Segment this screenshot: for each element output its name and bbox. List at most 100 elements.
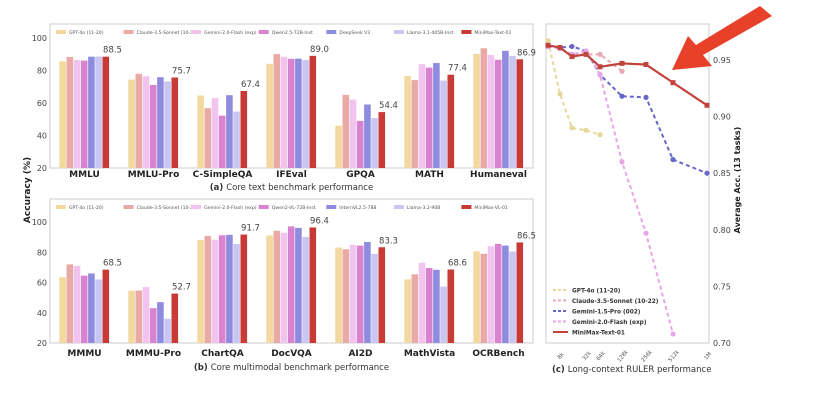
caption-tag: (c) <box>552 365 568 375</box>
x-tick-label: 64k <box>596 350 608 362</box>
panel-a-text-benchmarks: 20 40 60 80 100 88.5 MMLU 75.7 MMLU-Pro 67.4 C-Sim… <box>32 23 536 193</box>
x-tick-label: MathVista <box>404 349 455 359</box>
legend-label: DeepSeek V3 <box>339 30 370 36</box>
legend-swatch <box>393 30 404 34</box>
legend-swatch <box>326 205 337 209</box>
legend-label: GPT-4o (11-20) <box>69 30 104 36</box>
data-point <box>545 42 551 48</box>
legend-label: Claude-3.5-Sonnet (10-22) <box>572 299 659 305</box>
y-tick-label: 100 <box>32 218 47 227</box>
y-tick-label: 0.70 <box>713 339 731 348</box>
data-point <box>643 62 649 68</box>
x-tick-label: MMLU <box>69 170 100 180</box>
bar-gpt-4o-11-20- <box>266 63 273 168</box>
bar-minimax-text-01 <box>240 90 248 168</box>
data-point <box>597 51 603 57</box>
bar-llama-3-2-90b <box>509 251 516 343</box>
bar-gemini-2-0-flash-exp- <box>73 265 81 343</box>
legend-swatch <box>393 205 404 209</box>
panel-b-multimodal-benchmarks: 20 40 60 80 100 68.5 MMMU 52.7 MMMU-Pro 91.7 Chart… <box>32 198 536 373</box>
legend-swatch <box>461 205 472 209</box>
bar-claude-3-5-sonnet-10-22- <box>66 264 74 343</box>
legend-label: InternVL2.5-78B <box>339 205 376 211</box>
bar-llama-3-2-90b <box>440 286 447 343</box>
y-tick-label: 80 <box>37 67 47 76</box>
bar-minimax-vl-01 <box>171 293 179 343</box>
data-label: 88.5 <box>103 46 122 56</box>
panel-caption: (b) Core multimodal benchmark performanc… <box>194 363 389 373</box>
legend-label: Qwen2-VL-72B-Inst <box>272 205 316 211</box>
bar-gpt-4o-11-20- <box>473 53 480 168</box>
bar-internvl2-5-78b <box>88 273 95 343</box>
bar-gpt-4o-11-20- <box>473 251 480 343</box>
bar-claude-3-5-sonnet-10-22- <box>66 57 74 169</box>
bar-minimax-text-01 <box>378 112 386 168</box>
bar-deepseek-v3 <box>157 77 164 168</box>
bar-gpt-4o-11-20- <box>197 239 204 343</box>
data-point <box>704 102 710 108</box>
caption-tag: (a) <box>210 183 226 193</box>
data-label: 86.5 <box>517 231 536 241</box>
data-label: 67.4 <box>241 80 260 90</box>
bar-qwen2-vl-72b-inst <box>218 235 226 343</box>
legend-swatch <box>461 30 472 34</box>
legend-label: Llama-3.1-405B-Inst <box>407 30 454 36</box>
bar-gemini-2-0-flash-exp- <box>418 64 426 168</box>
bar-claude-3-5-sonnet-10-22- <box>342 94 350 168</box>
bar-minimax-text-01 <box>171 77 179 168</box>
bar-claude-3-5-sonnet-10-22- <box>342 249 350 343</box>
data-point <box>619 93 625 99</box>
data-point <box>643 230 649 236</box>
bar-gemini-2-0-flash-exp- <box>418 262 426 343</box>
data-point <box>670 157 676 163</box>
data-point <box>557 45 563 51</box>
bar-deepseek-v3 <box>226 95 233 168</box>
bar-qwen2-5-72b-inst <box>149 84 157 168</box>
y-tick-label: 0.85 <box>713 169 731 178</box>
x-tick-label: IFEval <box>276 170 307 180</box>
y-tick-label: 20 <box>37 339 47 348</box>
bar-minimax-text-01 <box>102 56 110 168</box>
bar-claude-3-5-sonnet-10-22- <box>135 73 143 168</box>
bar-claude-3-5-sonnet-10-22- <box>480 253 488 343</box>
data-label: 52.7 <box>172 283 191 293</box>
bar-qwen2-5-72b-inst <box>218 115 226 168</box>
bar-claude-3-5-sonnet-10-22- <box>204 235 212 343</box>
data-point <box>619 60 625 66</box>
bar-internvl2-5-78b <box>226 234 233 343</box>
y-axis-label: Average Acc. (13 tasks) <box>733 127 742 234</box>
bar-minimax-text-01 <box>309 55 317 168</box>
bar-gpt-4o-11-20- <box>59 277 66 343</box>
bar-llama-3-2-90b <box>164 318 171 343</box>
data-point <box>619 159 625 165</box>
data-label: 68.5 <box>103 259 122 269</box>
y-tick-label: 20 <box>37 164 47 173</box>
bar-deepseek-v3 <box>433 63 440 168</box>
bar-deepseek-v3 <box>364 104 371 168</box>
caption-text: Core text benchmark performance <box>226 183 373 193</box>
bar-deepseek-v3 <box>295 58 302 169</box>
panel-c-ruler-long-context: 0.70 0.75 0.80 0.85 0.90 0.95 Average Acc. (13… <box>545 23 742 375</box>
caption-text: Core multimodal benchmark performance <box>211 363 389 373</box>
bar-claude-3-5-sonnet-10-22- <box>135 290 143 343</box>
bar-minimax-vl-01 <box>240 234 248 343</box>
legend-swatch <box>258 205 269 209</box>
bar-qwen2-vl-72b-inst <box>494 243 502 343</box>
x-tick-label: 8k <box>557 351 566 361</box>
y-tick-label: 40 <box>37 132 47 141</box>
bar-gemini-2-0-flash-exp- <box>487 54 495 168</box>
bar-gemini-2-0-flash-exp- <box>73 59 81 168</box>
data-point <box>597 72 603 78</box>
y-tick-label: 40 <box>37 309 47 318</box>
bar-llama-3-1-405b-inst <box>509 55 516 168</box>
red-arrow-annotation <box>672 6 772 70</box>
bar-internvl2-5-78b <box>433 269 440 343</box>
bar-claude-3-5-sonnet-10-22- <box>204 108 212 168</box>
bar-llama-3-1-405b-inst <box>371 118 378 168</box>
panel-caption: (c) Long-context RULER performance <box>552 365 711 375</box>
y-tick-label: 0.80 <box>713 226 731 235</box>
bar-qwen2-vl-72b-inst <box>149 308 157 343</box>
legend-label: MiniMax-Text-01 <box>474 30 511 36</box>
bar-llama-3-2-90b <box>302 236 309 343</box>
legend-label: Qwen2.5-72B-Inst <box>272 30 313 36</box>
